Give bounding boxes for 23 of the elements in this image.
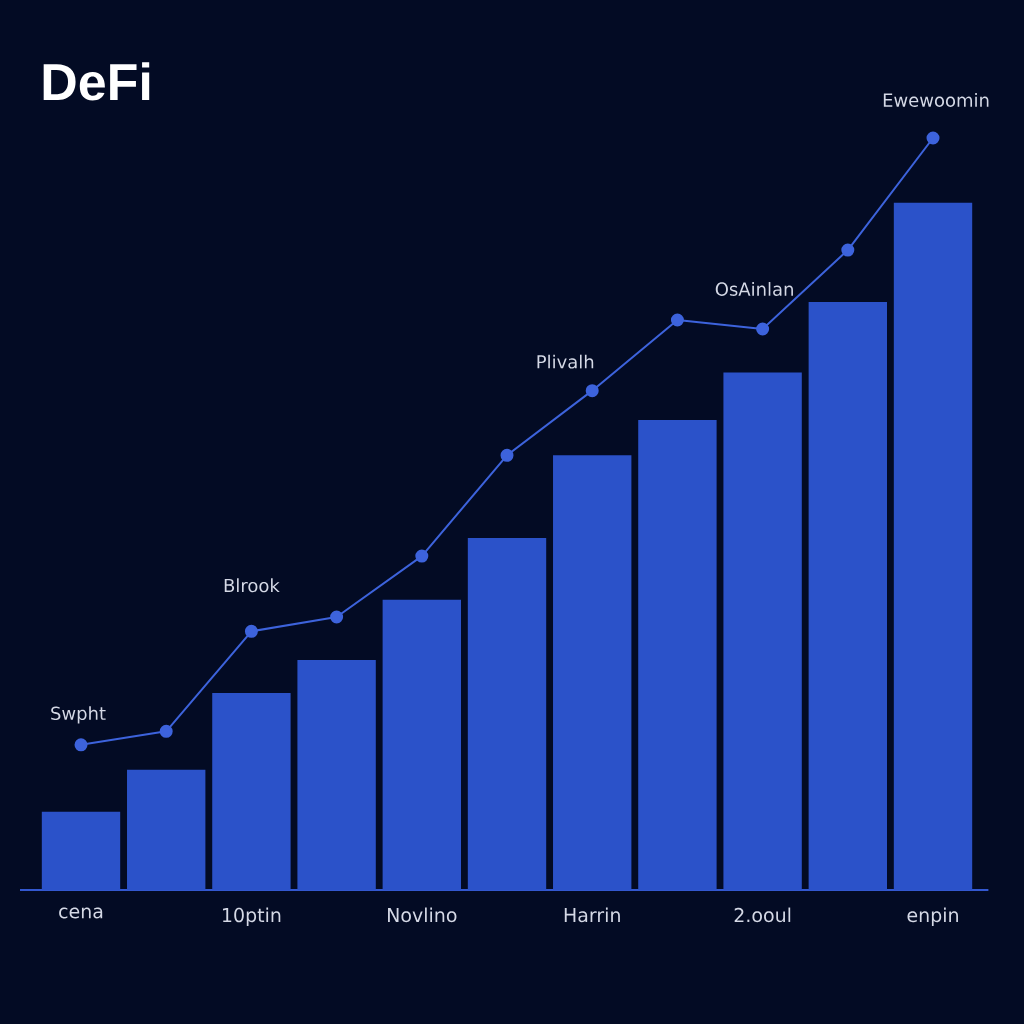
annotation: Swpht [51, 706, 106, 724]
point [74, 738, 88, 752]
x-tick-label: cena [59, 907, 103, 919]
x-tick-label: enpin [907, 907, 958, 926]
x-tick-label: Harrin [564, 907, 620, 923]
annotation: Plivalh [537, 354, 594, 369]
x-tick-label: 10ptin [222, 907, 281, 926]
annotation: OsAinlan [715, 282, 793, 296]
annotation: Blrook [224, 578, 280, 593]
point [244, 624, 258, 638]
point [500, 448, 514, 462]
x-tick-label: Novlino [388, 907, 457, 923]
chart-title: DeFi [43, 62, 150, 101]
point [841, 243, 855, 257]
point [756, 322, 770, 336]
annotation: Ewewoomin [883, 93, 989, 107]
point [670, 313, 684, 327]
point [330, 610, 344, 624]
point [585, 384, 599, 398]
point [159, 724, 173, 738]
point [415, 549, 429, 563]
point [926, 131, 940, 145]
x-tick-label: 2.ooul [734, 907, 791, 923]
